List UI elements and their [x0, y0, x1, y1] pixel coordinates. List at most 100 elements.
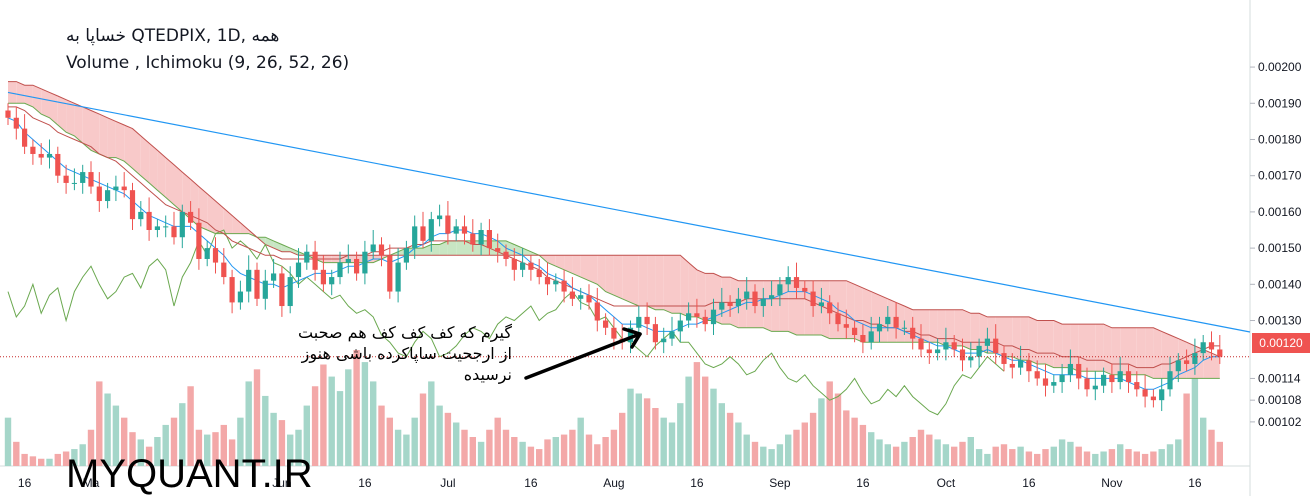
- candle-body[interactable]: [544, 277, 551, 285]
- candle-body[interactable]: [354, 258, 360, 274]
- candle-body[interactable]: [976, 345, 982, 357]
- candle-body[interactable]: [993, 338, 999, 354]
- candle-body[interactable]: [1217, 349, 1223, 357]
- candle-body[interactable]: [1076, 363, 1082, 379]
- candle-body[interactable]: [793, 277, 800, 288]
- candle-body[interactable]: [163, 226, 169, 228]
- candle-body[interactable]: [96, 186, 102, 202]
- candle-body[interactable]: [403, 248, 409, 263]
- candle-body[interactable]: [138, 211, 144, 220]
- arrow-shaft[interactable]: [524, 332, 642, 380]
- candle-body[interactable]: [1117, 371, 1123, 383]
- candle-body[interactable]: [370, 244, 376, 252]
- candle-body[interactable]: [603, 320, 609, 328]
- candle-body[interactable]: [860, 335, 866, 343]
- candle-body[interactable]: [437, 215, 443, 220]
- candles[interactable]: [5, 103, 1223, 412]
- candle-body[interactable]: [320, 269, 326, 285]
- candle-body[interactable]: [345, 258, 351, 263]
- candle-body[interactable]: [702, 316, 708, 325]
- candle-body[interactable]: [279, 273, 285, 307]
- candle-body[interactable]: [1159, 389, 1165, 401]
- candle-body[interactable]: [154, 226, 160, 230]
- candle-body[interactable]: [1125, 371, 1132, 383]
- candle-body[interactable]: [661, 338, 667, 343]
- candle-body[interactable]: [1150, 396, 1156, 401]
- candle-body[interactable]: [13, 117, 19, 129]
- candle-body[interactable]: [611, 327, 617, 339]
- candle-body[interactable]: [1101, 374, 1107, 386]
- candle-body[interactable]: [760, 298, 766, 307]
- candle-body[interactable]: [1142, 389, 1148, 397]
- candle-body[interactable]: [694, 313, 700, 317]
- candle-body[interactable]: [677, 320, 683, 332]
- candle-body[interactable]: [1175, 360, 1181, 372]
- annotation-arrow[interactable]: [524, 327, 642, 380]
- annotation-text[interactable]: گیرم که کف کف کف هم صحبت از ارجحیت ساپاک…: [282, 322, 512, 385]
- candle-body[interactable]: [1042, 378, 1049, 386]
- price-axis[interactable]: 0.00200 0.00190 0.00180 0.00170 0.00160 0.001…: [1250, 60, 1302, 429]
- candle-body[interactable]: [461, 226, 468, 234]
- candle-body[interactable]: [951, 342, 957, 350]
- candle-body[interactable]: [146, 211, 152, 230]
- candle-body[interactable]: [229, 277, 235, 303]
- candle-body[interactable]: [686, 313, 692, 321]
- candle-body[interactable]: [594, 302, 600, 321]
- candle-body[interactable]: [295, 262, 302, 278]
- candle-body[interactable]: [503, 251, 509, 259]
- candle-body[interactable]: [959, 349, 966, 361]
- candle-body[interactable]: [1034, 371, 1040, 379]
- arrow-head[interactable]: [622, 327, 642, 349]
- candle-body[interactable]: [105, 190, 111, 202]
- candle-body[interactable]: [246, 269, 252, 292]
- candle-body[interactable]: [1134, 382, 1140, 390]
- candle-body[interactable]: [1001, 353, 1007, 364]
- candle-body[interactable]: [644, 316, 650, 325]
- candle-body[interactable]: [113, 186, 119, 191]
- candle-body[interactable]: [378, 244, 385, 256]
- candle-body[interactable]: [752, 291, 758, 307]
- candle-body[interactable]: [237, 291, 243, 303]
- candle-body[interactable]: [1067, 363, 1073, 375]
- candle-body[interactable]: [478, 230, 484, 245]
- downtrend-line[interactable]: [7, 91, 1251, 333]
- candle-body[interactable]: [337, 262, 343, 278]
- candle-body[interactable]: [652, 324, 658, 343]
- candle-body[interactable]: [1192, 353, 1198, 364]
- candle-body[interactable]: [63, 175, 69, 183]
- candle-body[interactable]: [80, 172, 86, 183]
- candle-body[interactable]: [1051, 382, 1057, 386]
- candle-body[interactable]: [30, 146, 36, 154]
- candle-body[interactable]: [868, 331, 874, 343]
- candle-body[interactable]: [121, 186, 127, 191]
- candle-body[interactable]: [312, 251, 318, 270]
- candle-body[interactable]: [88, 172, 94, 187]
- candle-body[interactable]: [586, 295, 592, 303]
- candle-body[interactable]: [528, 262, 534, 270]
- candle-body[interactable]: [520, 262, 526, 270]
- candle-body[interactable]: [852, 327, 858, 335]
- candle-body[interactable]: [329, 277, 335, 285]
- candle-body[interactable]: [1009, 363, 1015, 368]
- candle-body[interactable]: [835, 313, 841, 325]
- candle-body[interactable]: [735, 298, 741, 307]
- candle-body[interactable]: [1084, 378, 1090, 390]
- candle-body[interactable]: [777, 284, 783, 296]
- candle-body[interactable]: [55, 153, 61, 176]
- candle-body[interactable]: [719, 302, 725, 310]
- candle-body[interactable]: [171, 226, 177, 238]
- candle-body[interactable]: [1018, 360, 1024, 368]
- candle-body[interactable]: [212, 248, 219, 263]
- candle-body[interactable]: [710, 309, 717, 325]
- candle-body[interactable]: [968, 356, 974, 361]
- candle-body[interactable]: [769, 295, 775, 299]
- candle-body[interactable]: [254, 269, 260, 299]
- candle-body[interactable]: [71, 182, 77, 184]
- candle-body[interactable]: [785, 277, 791, 285]
- time-axis[interactable]: 16 Ma Jun 16 Jul 16 Aug 16 Sep 16 Oct 16 Nov 16: [18, 476, 1202, 490]
- candle-body[interactable]: [445, 215, 451, 234]
- candle-body[interactable]: [287, 277, 293, 307]
- candle-body[interactable]: [876, 324, 883, 332]
- candle-body[interactable]: [495, 248, 501, 252]
